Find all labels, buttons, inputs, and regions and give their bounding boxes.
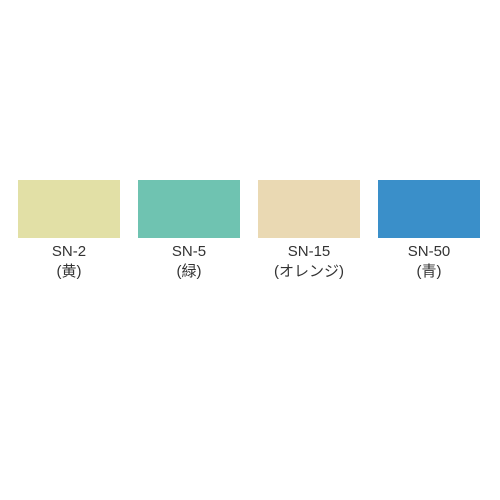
swatch-item: SN-50 (青) <box>378 180 480 281</box>
swatch-label: SN-50 (青) <box>408 242 451 281</box>
swatch-color-box <box>138 180 240 238</box>
swatch-color-box <box>258 180 360 238</box>
swatch-label: SN-15 (オレンジ) <box>274 242 344 281</box>
swatch-color-box <box>378 180 480 238</box>
swatch-label: SN-5 (緑) <box>172 242 206 281</box>
swatch-item: SN-2 (黄) <box>18 180 120 281</box>
swatch-color-box <box>18 180 120 238</box>
swatch-item: SN-15 (オレンジ) <box>258 180 360 281</box>
swatch-label: SN-2 (黄) <box>52 242 86 281</box>
swatch-item: SN-5 (緑) <box>138 180 240 281</box>
swatch-row: SN-2 (黄) SN-5 (緑) SN-15 (オレンジ) SN-50 (青) <box>0 180 500 281</box>
swatch-canvas: SN-2 (黄) SN-5 (緑) SN-15 (オレンジ) SN-50 (青) <box>0 0 500 500</box>
